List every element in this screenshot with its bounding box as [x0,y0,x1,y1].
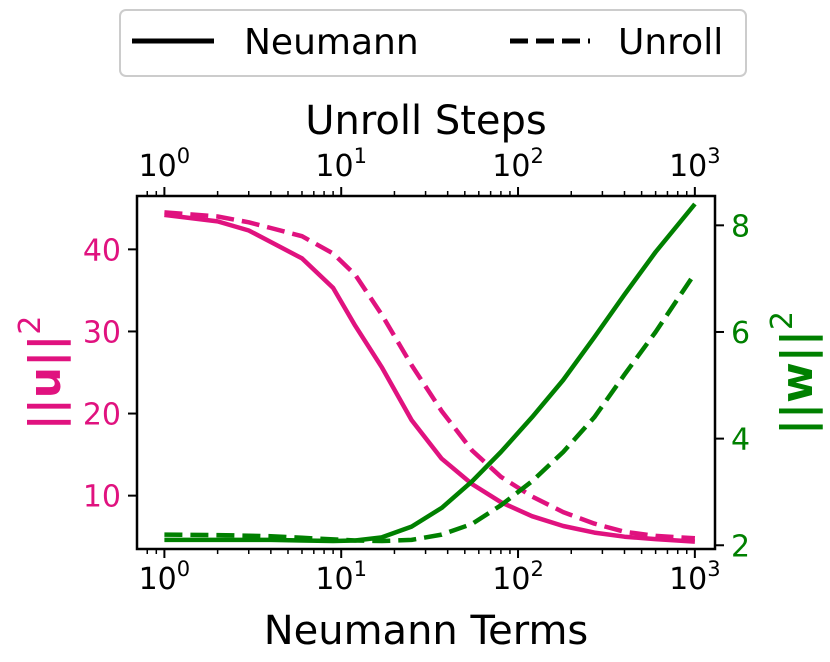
x-tick-label-top: 102 [492,144,544,184]
x-tick-label-bottom: 102 [492,557,544,597]
x-axis-title-top: Unroll Steps [305,98,547,144]
series-line-right-solid [164,202,697,544]
series-line-right-dashed [164,272,697,544]
y-right-tick-label: 8 [731,209,750,244]
y-left-axis-title-exp: 2 [13,316,48,335]
legend-box [119,9,747,77]
y-right-axis-title: ||w||2 [765,311,823,435]
x-tick-label-top: 101 [315,144,367,184]
x-tick-label-top: 100 [139,144,191,184]
x-tick-label-bottom-base: 10 [492,562,530,597]
y-right-axis-title-exp: 2 [765,311,800,330]
x-tick-label-bottom-base: 10 [315,562,353,597]
x-tick-label-top: 103 [669,144,721,184]
x-tick-label-top-exp: 3 [707,144,720,168]
legend-neumann-label: Neumann [244,22,419,63]
x-tick-label-bottom: 103 [669,557,721,597]
x-tick-label-top-exp: 1 [354,144,367,168]
x-tick-label-bottom-base: 10 [139,562,177,597]
y-right-tick-label: 6 [731,316,750,351]
x-tick-label-bottom-exp: 1 [354,557,367,581]
x-tick-label-bottom-exp: 2 [530,557,543,581]
x-tick-label-top-base: 10 [669,149,707,184]
x-tick-label-top-base: 10 [492,149,530,184]
series-line-left-dashed [164,210,696,541]
y-left-tick-label: 40 [83,233,121,268]
y-left-tick-label: 10 [83,480,121,515]
y-right-axis-title-base: ||w|| [772,330,823,435]
y-right-tick-label: 4 [731,423,750,458]
x-tick-label-bottom: 101 [315,557,367,597]
x-tick-label-top-base: 10 [315,149,353,184]
x-tick-label-bottom-exp: 3 [707,557,720,581]
series-line-left-solid [164,212,696,544]
x-tick-label-top-exp: 0 [177,144,190,168]
series-group [164,202,697,544]
y-left-axis-title-base: ||u|| [20,335,71,431]
legend-unroll-label: Unroll [618,22,723,63]
x-tick-label-bottom: 100 [139,557,191,597]
y-left-tick-label: 20 [83,398,121,433]
legend: Neumann Unroll [119,9,747,77]
y-left-axis-title: ||u||2 [13,316,71,431]
x-tick-label-bottom-exp: 0 [177,557,190,581]
x-axis-title-bottom: Neumann Terms [264,608,589,654]
y-right-tick-label: 2 [731,529,750,564]
y-left-tick-label: 30 [83,315,121,350]
x-tick-label-top-base: 10 [139,149,177,184]
x-tick-label-top-exp: 2 [530,144,543,168]
x-tick-label-bottom-base: 10 [669,562,707,597]
